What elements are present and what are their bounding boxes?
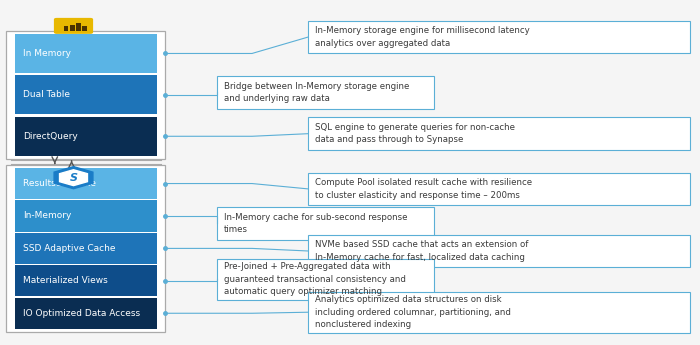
- FancyBboxPatch shape: [15, 200, 157, 231]
- Text: In-Memory cache for sub-second response
times: In-Memory cache for sub-second response …: [224, 213, 407, 234]
- FancyBboxPatch shape: [308, 172, 690, 205]
- Bar: [70, 24, 74, 30]
- FancyBboxPatch shape: [15, 76, 157, 114]
- Text: Materialized Views: Materialized Views: [23, 276, 108, 285]
- Text: NVMe based SSD cache that acts an extension of
In-Memory cache for fast, localiz: NVMe based SSD cache that acts an extens…: [315, 240, 528, 262]
- Text: SSD Adaptive Cache: SSD Adaptive Cache: [23, 244, 116, 253]
- FancyBboxPatch shape: [6, 31, 165, 159]
- FancyBboxPatch shape: [15, 233, 157, 264]
- Text: Analytics optimized data structures on disk
including ordered columnar, partitio: Analytics optimized data structures on d…: [315, 295, 511, 329]
- FancyBboxPatch shape: [15, 168, 157, 199]
- Bar: [82, 26, 87, 30]
- FancyBboxPatch shape: [308, 117, 690, 150]
- FancyBboxPatch shape: [217, 207, 434, 240]
- Text: In-Memory: In-Memory: [23, 211, 71, 220]
- FancyBboxPatch shape: [217, 76, 434, 109]
- Bar: [64, 27, 69, 30]
- FancyBboxPatch shape: [217, 259, 434, 300]
- Text: Dual Table: Dual Table: [23, 90, 70, 99]
- FancyBboxPatch shape: [6, 165, 165, 332]
- Text: Bridge between In-Memory storage engine
and underlying raw data: Bridge between In-Memory storage engine …: [224, 81, 410, 103]
- FancyBboxPatch shape: [15, 298, 157, 329]
- Text: Compute Pool isolated result cache with resilience
to cluster elasticity and res: Compute Pool isolated result cache with …: [315, 178, 532, 200]
- Text: SQL engine to generate queries for non-cache
data and pass through to Synapse: SQL engine to generate queries for non-c…: [315, 123, 515, 145]
- Bar: [76, 23, 80, 30]
- Text: Resultset Cache: Resultset Cache: [23, 179, 96, 188]
- Text: IO Optimized Data Access: IO Optimized Data Access: [23, 309, 140, 318]
- FancyBboxPatch shape: [54, 18, 93, 34]
- Text: Pre-Joined + Pre-Aggregated data with
guaranteed transactional consistency and
a: Pre-Joined + Pre-Aggregated data with gu…: [224, 263, 406, 296]
- Text: In Memory: In Memory: [23, 49, 71, 58]
- FancyBboxPatch shape: [308, 292, 690, 333]
- Text: DirectQuery: DirectQuery: [23, 132, 78, 141]
- Text: In-Memory storage engine for millisecond latency
analytics over aggregated data: In-Memory storage engine for millisecond…: [315, 26, 530, 48]
- Polygon shape: [60, 170, 88, 186]
- FancyBboxPatch shape: [308, 21, 690, 53]
- Text: S: S: [69, 173, 78, 183]
- FancyBboxPatch shape: [15, 117, 157, 156]
- FancyBboxPatch shape: [15, 34, 157, 73]
- FancyBboxPatch shape: [15, 265, 157, 296]
- Polygon shape: [54, 167, 93, 189]
- FancyBboxPatch shape: [308, 235, 690, 267]
